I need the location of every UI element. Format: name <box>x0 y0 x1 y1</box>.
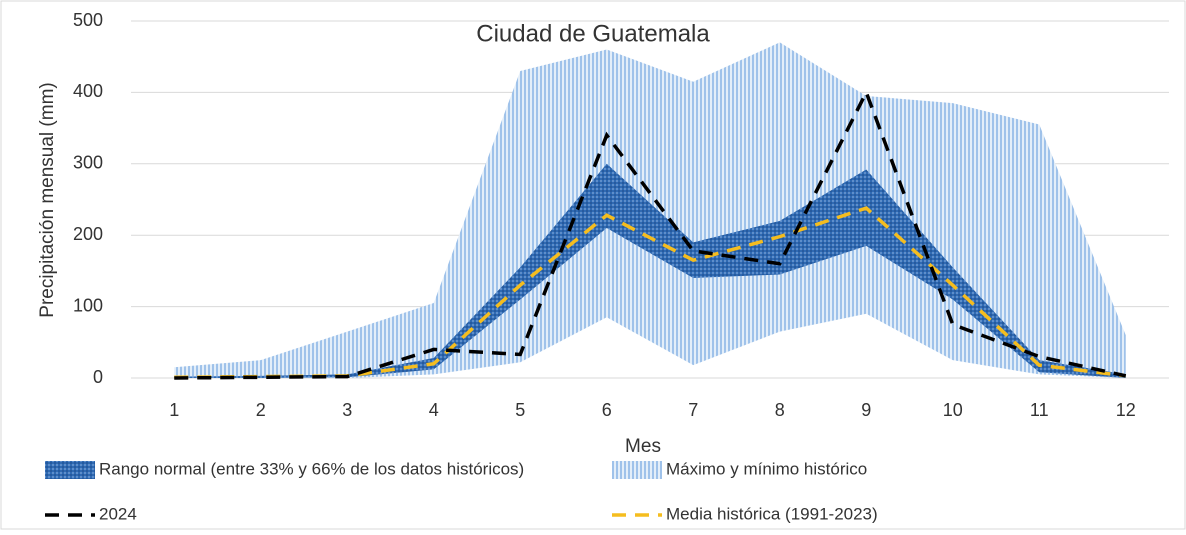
x-axis-label: Mes <box>625 436 661 457</box>
legend-swatch <box>612 461 662 479</box>
y-tick-label: 300 <box>73 153 103 173</box>
chart-title: Ciudad de Guatemala <box>476 20 710 47</box>
y-axis-label: Precipitación mensual (mm) <box>37 82 58 317</box>
y-tick-label: 500 <box>73 10 103 30</box>
y-tick-label: 400 <box>73 81 103 101</box>
x-tick-label: 11 <box>1030 400 1049 420</box>
x-tick-label: 1 <box>169 400 179 420</box>
legend-label: Máximo y mínimo histórico <box>666 459 867 478</box>
legend-label: 2024 <box>99 504 137 523</box>
x-tick-label: 7 <box>688 400 698 420</box>
legend-label: Rango normal (entre 33% y 66% de los dat… <box>99 459 524 478</box>
x-tick-label: 10 <box>943 400 963 420</box>
x-tick-label: 8 <box>775 400 785 420</box>
x-tick-label: 4 <box>429 400 439 420</box>
x-tick-label: 5 <box>515 400 525 420</box>
line <box>174 88 1127 380</box>
x-tick-label: 2 <box>256 400 266 420</box>
y-tick-label: 100 <box>73 295 103 315</box>
legend-swatch <box>45 461 95 479</box>
line <box>174 206 1126 380</box>
x-tick-label: 6 <box>602 400 612 420</box>
x-tick-label: 12 <box>1116 400 1136 420</box>
range-band <box>174 163 1126 378</box>
x-tick-label: 3 <box>342 400 352 420</box>
y-tick-label: 200 <box>73 224 103 244</box>
legend-label: Media histórica (1991-2023) <box>666 504 878 523</box>
y-tick-label: 0 <box>93 367 103 387</box>
x-tick-label: 9 <box>861 400 871 420</box>
